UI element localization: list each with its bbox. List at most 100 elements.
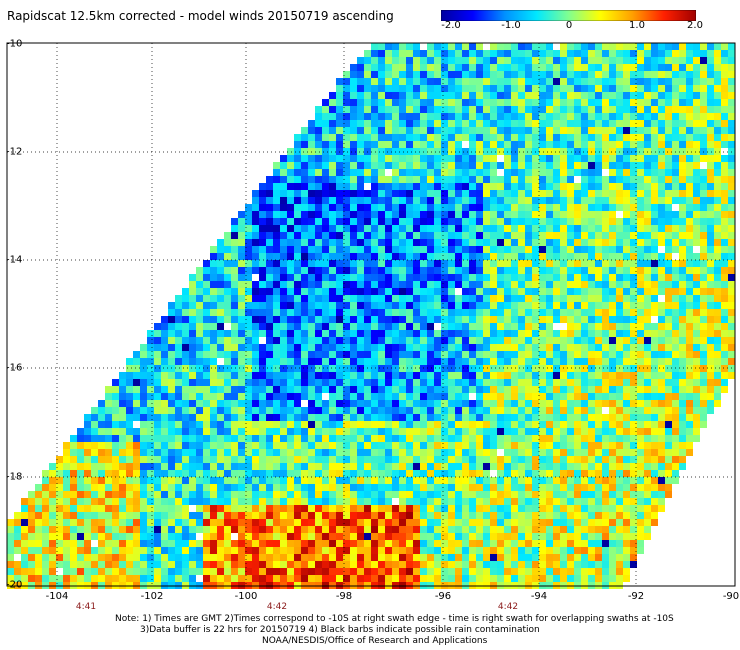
data-cell: [189, 414, 196, 421]
data-cell: [581, 456, 588, 463]
data-cell: [350, 365, 357, 372]
data-cell: [301, 491, 308, 498]
data-cell: [336, 491, 343, 498]
data-cell: [315, 498, 322, 505]
data-cell: [350, 141, 357, 148]
data-cell: [210, 267, 217, 274]
data-cell: [371, 463, 378, 470]
data-cell: [651, 183, 658, 190]
data-cell: [434, 253, 441, 260]
data-cell: [686, 309, 693, 316]
data-cell: [252, 211, 259, 218]
data-cell: [329, 253, 336, 260]
data-cell: [700, 393, 707, 400]
data-cell: [364, 71, 371, 78]
data-cell: [714, 50, 721, 57]
data-cell: [679, 302, 686, 309]
data-cell: [371, 337, 378, 344]
data-cell: [504, 491, 511, 498]
data-cell: [266, 365, 273, 372]
data-cell: [84, 428, 91, 435]
data-cell: [525, 183, 532, 190]
data-cell: [413, 421, 420, 428]
data-cell: [322, 295, 329, 302]
data-cell: [441, 372, 448, 379]
data-cell: [700, 120, 707, 127]
data-cell: [679, 428, 686, 435]
data-cell: [483, 267, 490, 274]
data-cell: [700, 162, 707, 169]
data-cell: [434, 316, 441, 323]
data-cell: [455, 267, 462, 274]
data-cell: [224, 358, 231, 365]
data-cell: [112, 477, 119, 484]
data-cell: [581, 253, 588, 260]
data-cell: [511, 351, 518, 358]
data-cell: [574, 470, 581, 477]
data-cell: [322, 99, 329, 106]
data-cell: [133, 393, 140, 400]
data-cell: [504, 316, 511, 323]
data-cell: [581, 442, 588, 449]
data-cell: [161, 323, 168, 330]
data-cell: [532, 358, 539, 365]
data-cell: [539, 162, 546, 169]
data-cell: [252, 295, 259, 302]
data-cell: [616, 386, 623, 393]
data-cell: [707, 232, 714, 239]
data-cell: [455, 190, 462, 197]
data-cell: [70, 435, 77, 442]
data-cell: [77, 498, 84, 505]
data-cell: [420, 148, 427, 155]
data-cell: [252, 470, 259, 477]
data-cell: [322, 351, 329, 358]
data-cell: [301, 435, 308, 442]
data-cell: [504, 309, 511, 316]
data-cell: [567, 57, 574, 64]
data-cell: [574, 344, 581, 351]
data-cell: [539, 400, 546, 407]
data-cell: [357, 169, 364, 176]
data-cell: [490, 134, 497, 141]
data-cell: [266, 190, 273, 197]
data-cell: [574, 491, 581, 498]
data-cell: [672, 456, 679, 463]
data-cell: [154, 386, 161, 393]
data-cell: [364, 330, 371, 337]
data-cell: [490, 218, 497, 225]
data-cell: [630, 330, 637, 337]
data-cell: [343, 204, 350, 211]
data-cell: [595, 106, 602, 113]
data-cell: [616, 148, 623, 155]
data-cell: [399, 393, 406, 400]
data-cell: [651, 456, 658, 463]
data-cell: [434, 274, 441, 281]
data-cell: [714, 288, 721, 295]
data-cell: [616, 414, 623, 421]
data-cell: [609, 148, 616, 155]
data-cell: [518, 113, 525, 120]
data-cell: [448, 169, 455, 176]
data-cell: [399, 246, 406, 253]
data-cell: [616, 211, 623, 218]
data-cell: [546, 365, 553, 372]
data-cell: [175, 351, 182, 358]
data-cell: [714, 64, 721, 71]
data-cell: [539, 43, 546, 50]
data-cell: [336, 372, 343, 379]
data-cell: [175, 344, 182, 351]
data-cell: [441, 428, 448, 435]
data-cell: [441, 99, 448, 106]
data-cell: [406, 330, 413, 337]
data-cell: [399, 162, 406, 169]
data-cell: [266, 260, 273, 267]
data-cell: [532, 197, 539, 204]
data-cell: [210, 323, 217, 330]
data-cell: [602, 491, 609, 498]
data-cell: [392, 344, 399, 351]
data-cell: [700, 225, 707, 232]
data-cell: [336, 309, 343, 316]
data-cell: [126, 435, 133, 442]
data-cell: [602, 470, 609, 477]
data-cell: [651, 134, 658, 141]
